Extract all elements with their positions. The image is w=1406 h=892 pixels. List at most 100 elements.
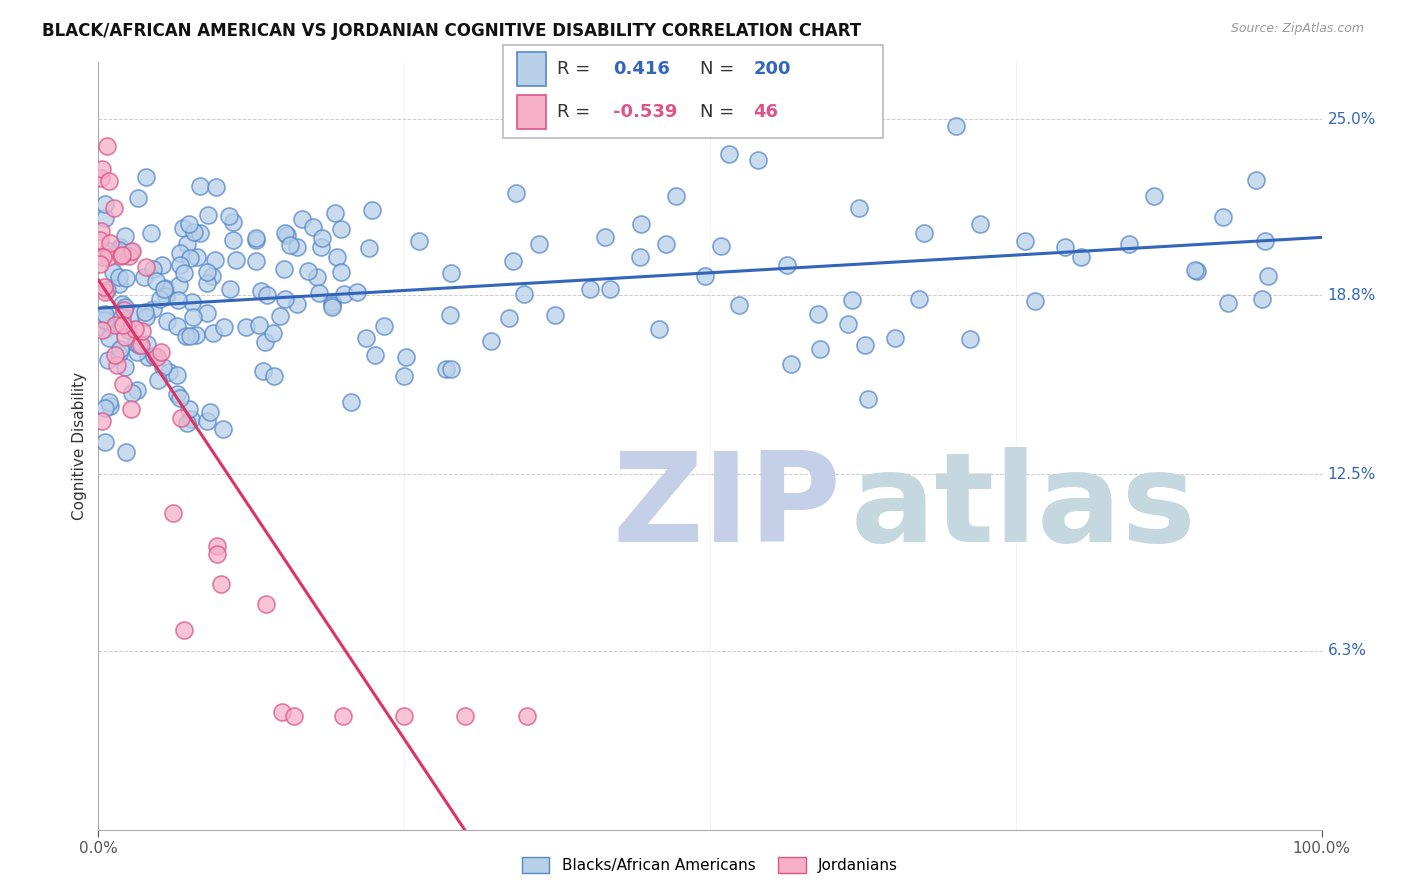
Point	[162, 506, 184, 520]
Point	[153, 282, 176, 296]
Point	[170, 410, 193, 425]
Point	[93, 322, 115, 336]
Legend: Blacks/African Americans, Jordanians: Blacks/African Americans, Jordanians	[516, 851, 904, 880]
Point	[945, 119, 967, 133]
Point	[135, 260, 157, 275]
Point	[146, 351, 169, 365]
Point	[579, 282, 602, 296]
Point	[114, 271, 136, 285]
Point	[155, 281, 177, 295]
Point	[167, 293, 190, 307]
Point	[912, 226, 935, 240]
Point	[321, 298, 343, 312]
Point	[93, 434, 115, 449]
Point	[111, 310, 134, 325]
Point	[177, 401, 200, 416]
Point	[156, 314, 179, 328]
Point	[1184, 263, 1206, 277]
Point	[91, 250, 114, 264]
Text: 18.8%: 18.8%	[1327, 288, 1376, 303]
Point	[108, 347, 131, 361]
Point	[855, 337, 877, 351]
Point	[93, 280, 115, 294]
Point	[717, 147, 740, 161]
Point	[502, 254, 524, 268]
Point	[125, 345, 148, 359]
Point	[1053, 240, 1076, 254]
Text: Source: ZipAtlas.com: Source: ZipAtlas.com	[1230, 22, 1364, 36]
Point	[118, 249, 141, 263]
Point	[108, 243, 131, 257]
Text: N =: N =	[700, 103, 734, 121]
Point	[392, 709, 416, 723]
Point	[98, 235, 121, 250]
Point	[93, 307, 115, 321]
Point	[969, 217, 991, 231]
Point	[321, 300, 343, 314]
Point	[127, 191, 149, 205]
Point	[104, 318, 127, 332]
Point	[225, 253, 247, 268]
Point	[136, 337, 159, 351]
Point	[1244, 173, 1267, 187]
Point	[311, 230, 333, 244]
Point	[544, 308, 567, 322]
Point	[394, 368, 416, 383]
Text: R =: R =	[557, 103, 591, 121]
Point	[346, 285, 368, 300]
Point	[166, 387, 188, 401]
Point	[111, 248, 134, 262]
Point	[197, 265, 219, 279]
Point	[117, 323, 139, 337]
Point	[93, 401, 115, 416]
Point	[321, 294, 343, 309]
Point	[354, 331, 377, 345]
Point	[166, 318, 188, 333]
Point	[145, 274, 167, 288]
Point	[131, 325, 153, 339]
Point	[195, 414, 218, 428]
Point	[527, 236, 550, 251]
Point	[195, 306, 218, 320]
Point	[628, 251, 651, 265]
Point	[198, 405, 221, 419]
Point	[181, 294, 204, 309]
Point	[209, 576, 232, 591]
Point	[254, 597, 277, 611]
Text: R =: R =	[557, 60, 591, 78]
Point	[278, 238, 301, 252]
Point	[89, 233, 111, 247]
Point	[333, 286, 356, 301]
Point	[283, 709, 305, 723]
Point	[97, 352, 120, 367]
Point	[108, 277, 131, 291]
Point	[959, 332, 981, 346]
Point	[107, 270, 129, 285]
Point	[169, 246, 191, 260]
Point	[1118, 237, 1140, 252]
Point	[98, 399, 121, 413]
Text: ZIP: ZIP	[612, 447, 841, 568]
Point	[169, 258, 191, 272]
Point	[254, 334, 277, 349]
Point	[96, 138, 118, 153]
Point	[247, 318, 270, 332]
Text: 6.3%: 6.3%	[1327, 643, 1367, 658]
Point	[219, 282, 242, 296]
Point	[361, 203, 384, 218]
Point	[212, 422, 235, 436]
Point	[285, 239, 308, 253]
Point	[274, 292, 297, 306]
Point	[841, 293, 863, 307]
Point	[593, 230, 616, 244]
Point	[142, 349, 165, 363]
Point	[329, 265, 352, 279]
Point	[307, 269, 329, 284]
Point	[180, 412, 202, 426]
Point	[779, 89, 801, 103]
Point	[112, 302, 135, 317]
Point	[136, 350, 159, 364]
Point	[269, 309, 291, 323]
Point	[172, 221, 194, 235]
Point	[297, 264, 319, 278]
